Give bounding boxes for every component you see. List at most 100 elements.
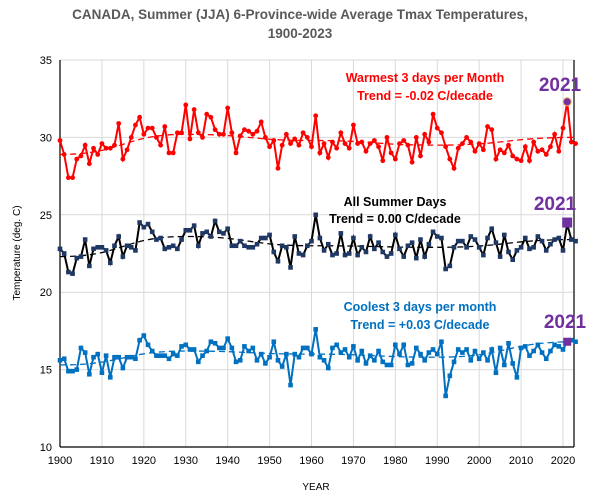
- data-point: [313, 327, 318, 332]
- data-point: [137, 337, 142, 343]
- data-point: [70, 368, 75, 374]
- data-point: [514, 156, 520, 162]
- data-point: [158, 353, 163, 358]
- data-point: [221, 345, 226, 351]
- data-point: [237, 238, 243, 244]
- data-point: [418, 153, 423, 159]
- data-point: [149, 348, 155, 354]
- data-point: [573, 141, 578, 146]
- data-point: [405, 362, 411, 368]
- data-point: [120, 254, 126, 259]
- tick-labels: 10 15 20 25 30 35 1900 1910 1920 1930 1940 1950 1960…: [40, 55, 575, 467]
- data-point: [464, 245, 469, 250]
- y-tick-label: 35: [40, 55, 52, 67]
- data-point: [95, 152, 101, 157]
- data-point: [543, 248, 549, 253]
- data-point: [480, 147, 486, 153]
- data-point: [556, 148, 562, 154]
- data-point: [103, 248, 109, 253]
- data-point: [376, 144, 381, 150]
- highlight-point-2021: [563, 337, 572, 346]
- data-point: [518, 158, 524, 164]
- data-point: [502, 232, 507, 238]
- data-point: [162, 353, 168, 358]
- data-point: [464, 347, 469, 352]
- data-point: [179, 344, 184, 349]
- data-point: [476, 141, 482, 146]
- data-point: [405, 243, 411, 249]
- data-point: [170, 150, 176, 156]
- data-point: [334, 145, 340, 151]
- data-point: [468, 234, 474, 239]
- data-point: [112, 142, 117, 148]
- data-point: [124, 354, 130, 360]
- data-point: [485, 124, 490, 129]
- data-point: [569, 337, 574, 343]
- data-point: [489, 127, 495, 133]
- data-point: [57, 246, 63, 252]
- data-point: [455, 347, 461, 352]
- data-point: [476, 245, 482, 250]
- data-point: [325, 241, 331, 247]
- x-tick-label: 1960: [299, 455, 323, 467]
- data-point: [313, 113, 319, 119]
- data-point: [212, 340, 218, 346]
- data-point: [569, 237, 574, 242]
- data-point: [74, 156, 80, 162]
- data-point: [196, 359, 201, 365]
- x-tick-label: 2000: [467, 455, 491, 467]
- data-point: [116, 234, 121, 239]
- data-point: [191, 107, 197, 112]
- data-point: [137, 114, 143, 120]
- data-point: [451, 245, 457, 250]
- data-point: [506, 340, 511, 346]
- data-point: [288, 265, 293, 270]
- data-point: [296, 251, 302, 256]
- data-point: [363, 361, 369, 366]
- coolest-series: [57, 327, 578, 399]
- data-point: [493, 156, 499, 162]
- data-point: [489, 226, 495, 232]
- data-point: [154, 237, 159, 242]
- data-point: [237, 358, 243, 363]
- data-point: [380, 158, 386, 164]
- data-point: [460, 350, 465, 355]
- data-point: [363, 148, 369, 154]
- y-tick-label: 25: [40, 210, 52, 222]
- data-point: [204, 111, 210, 117]
- data-point: [74, 367, 80, 372]
- data-point: [573, 339, 578, 345]
- data-point: [359, 348, 365, 354]
- data-point: [334, 251, 339, 256]
- data-point: [271, 339, 277, 345]
- data-point: [552, 342, 557, 348]
- data-point: [216, 229, 222, 235]
- data-point: [426, 241, 432, 247]
- data-point: [355, 252, 360, 258]
- data-point: [279, 364, 285, 369]
- data-point: [82, 237, 88, 242]
- data-point: [65, 175, 71, 181]
- data-point: [422, 358, 427, 363]
- data-point: [481, 350, 486, 355]
- data-point: [208, 234, 214, 239]
- data-point: [325, 365, 331, 371]
- data-point: [288, 141, 293, 146]
- data-point: [309, 144, 314, 150]
- data-point: [242, 243, 247, 249]
- data-point: [497, 147, 503, 153]
- data-point: [510, 153, 516, 159]
- data-point: [472, 348, 478, 354]
- gridlines: [59, 59, 575, 448]
- data-point: [384, 362, 390, 368]
- data-point: [321, 141, 327, 146]
- data-point: [57, 358, 63, 363]
- data-point: [145, 125, 151, 131]
- data-point: [506, 142, 511, 148]
- data-point: [283, 131, 289, 137]
- data-point: [560, 347, 566, 352]
- data-point: [292, 136, 298, 142]
- data-point: [489, 347, 495, 352]
- data-point: [418, 237, 423, 242]
- data-point: [154, 135, 159, 140]
